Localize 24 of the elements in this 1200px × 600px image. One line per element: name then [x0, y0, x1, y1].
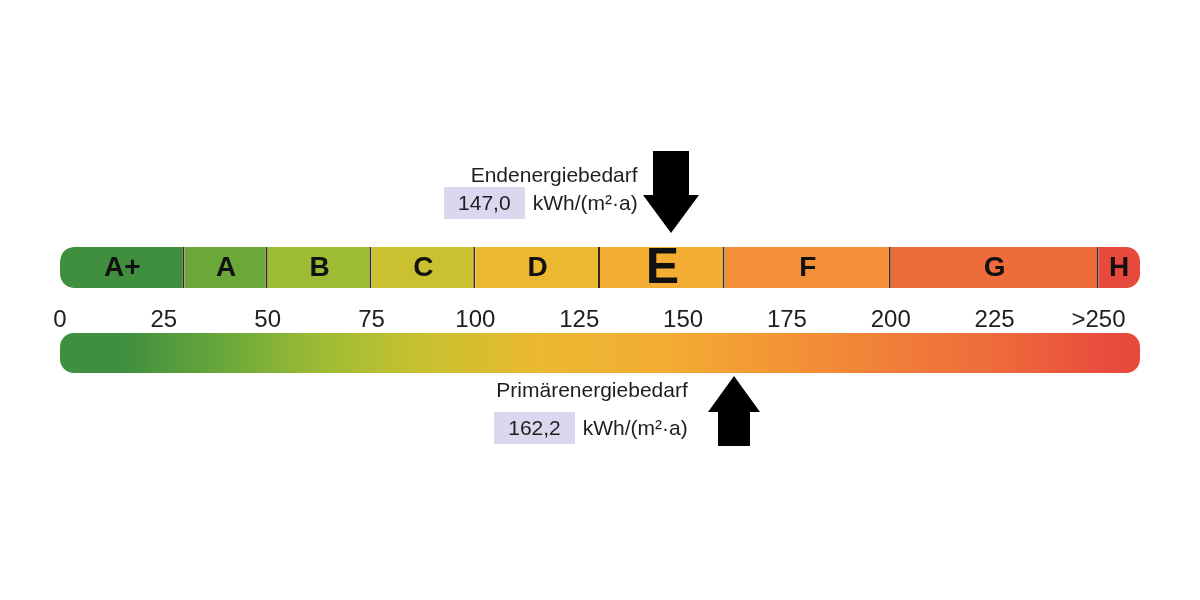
series-label: C: [413, 251, 434, 283]
text: Endenergiebedarf: [470, 162, 638, 188]
x-tick-label: 225: [974, 305, 1015, 333]
x-tick-label: >250: [1071, 305, 1126, 333]
text: 147,0 kWh/(m²·a): [457, 190, 638, 216]
x-tick-label: 25: [150, 305, 178, 333]
series-label: A+: [104, 251, 141, 283]
series-label: D: [527, 251, 548, 283]
x-tick-label: 125: [559, 305, 600, 333]
series-label: A: [216, 251, 237, 283]
x-tick-label: 50: [254, 305, 282, 333]
x-tick-label: 175: [766, 305, 807, 333]
x-tick-label: 200: [870, 305, 911, 333]
text: Primärenergiebedarf: [496, 377, 688, 403]
text: 162,2 kWh/(m²·a): [507, 415, 688, 441]
x-tick-label: 75: [358, 305, 385, 333]
series-label: F: [799, 251, 817, 283]
series-label: B: [309, 251, 330, 283]
x-tick-label: 0: [53, 305, 67, 333]
x-tick-label: 150: [663, 305, 704, 333]
series-label: G: [983, 251, 1006, 283]
series-label: H: [1109, 251, 1130, 283]
series-label: E: [645, 238, 679, 295]
x-tick-label: 100: [455, 305, 496, 333]
